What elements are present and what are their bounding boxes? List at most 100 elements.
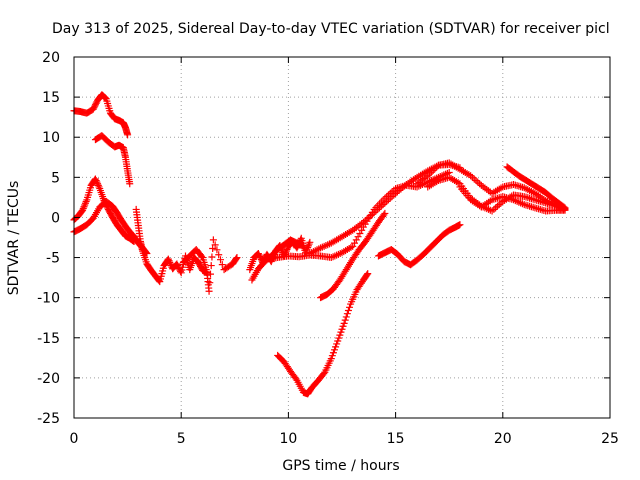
y-tick-label: -25 <box>37 411 60 427</box>
y-tick-label: 20 <box>42 50 60 66</box>
data-point <box>470 175 478 183</box>
data-point <box>126 180 134 188</box>
data-point <box>372 207 380 215</box>
axis-ticks <box>73 56 611 419</box>
data-point <box>164 255 172 263</box>
data-point <box>176 267 184 275</box>
data-point <box>207 262 215 270</box>
data-point <box>338 325 346 333</box>
data-point <box>299 242 307 250</box>
data-point <box>381 209 389 217</box>
data-point <box>328 352 336 360</box>
data-point <box>490 205 498 213</box>
y-tick-label: -20 <box>37 371 60 387</box>
data-point <box>343 310 351 318</box>
x-tick-label: 0 <box>70 431 79 447</box>
data-point <box>363 271 371 279</box>
data-point <box>166 260 174 268</box>
data-point <box>205 287 213 295</box>
data-point <box>90 104 98 112</box>
data-point <box>207 270 215 278</box>
data-point <box>364 270 372 278</box>
x-tick-label: 25 <box>601 431 619 447</box>
data-point <box>474 178 482 186</box>
data-point <box>329 349 337 357</box>
data-point <box>95 183 103 191</box>
data-point <box>341 316 349 324</box>
data-point <box>93 178 101 186</box>
data-point <box>232 255 240 263</box>
series-arc-16 <box>456 183 569 215</box>
data-point <box>493 202 501 210</box>
data-point <box>354 233 362 241</box>
data-point <box>124 131 132 139</box>
series-arc-1 <box>70 91 132 139</box>
data-point <box>335 334 343 342</box>
y-tick-label: 5 <box>51 170 60 186</box>
data-point <box>560 203 568 211</box>
data-point <box>333 340 341 348</box>
data-point <box>342 313 350 321</box>
x-tick-label: 10 <box>279 431 297 447</box>
data-point <box>351 239 359 247</box>
y-tick-label: 10 <box>42 130 60 146</box>
data-point <box>352 236 360 244</box>
data-point <box>89 105 97 113</box>
data-point <box>332 343 340 351</box>
series-arc-2 <box>91 132 134 188</box>
data-point <box>561 204 569 212</box>
data-point <box>166 258 174 266</box>
data-point <box>339 322 347 330</box>
data-point <box>215 251 223 259</box>
data-point <box>340 319 348 327</box>
series-arc-17 <box>503 163 569 212</box>
data-point <box>92 99 100 107</box>
series-arc-5 <box>132 205 211 286</box>
data-point <box>380 211 388 219</box>
plot-frame <box>73 56 611 419</box>
y-axis-label: SDTVAR / TECUs <box>6 181 22 296</box>
data-point <box>330 346 338 354</box>
data-point <box>320 370 328 378</box>
data-point <box>91 102 99 110</box>
data-point <box>91 101 99 109</box>
data-point <box>384 196 392 204</box>
data-point <box>472 177 480 185</box>
data-point <box>211 241 219 249</box>
data-point <box>213 246 221 254</box>
chart-title: Day 313 of 2025, Sidereal Day-to-day VTE… <box>52 21 610 37</box>
data-point <box>356 229 364 237</box>
series-arc-13 <box>374 221 464 269</box>
data-point <box>495 201 503 209</box>
y-tick-label: 0 <box>51 210 60 226</box>
data-point <box>174 261 182 269</box>
data-point <box>255 251 263 259</box>
data-point <box>94 181 102 189</box>
data-point <box>334 337 342 345</box>
data-point <box>283 246 291 254</box>
x-axis-label: GPS time / hours <box>282 458 399 474</box>
data-point <box>101 94 109 102</box>
data-point <box>165 257 173 265</box>
x-tick-labels: 0 5 10 15 20 25 <box>70 431 619 447</box>
data-point <box>206 279 214 287</box>
data-point <box>217 256 225 264</box>
data-point <box>456 221 464 229</box>
data-point <box>209 244 217 252</box>
series-arc-3 <box>70 175 138 246</box>
data-point <box>92 177 100 185</box>
data-point <box>337 328 345 336</box>
data-point <box>344 307 352 315</box>
data-point <box>209 236 217 244</box>
series-arc-11 <box>274 270 372 398</box>
series-arc-4 <box>70 197 151 258</box>
data-point <box>327 355 335 363</box>
y-tick-label: 15 <box>42 90 60 106</box>
y-tick-label: -10 <box>37 291 60 307</box>
data-point <box>94 180 102 188</box>
data-point <box>386 194 394 202</box>
x-tick-label: 5 <box>177 431 186 447</box>
series-arc-12 <box>317 209 389 302</box>
series-arc-6 <box>179 236 241 295</box>
